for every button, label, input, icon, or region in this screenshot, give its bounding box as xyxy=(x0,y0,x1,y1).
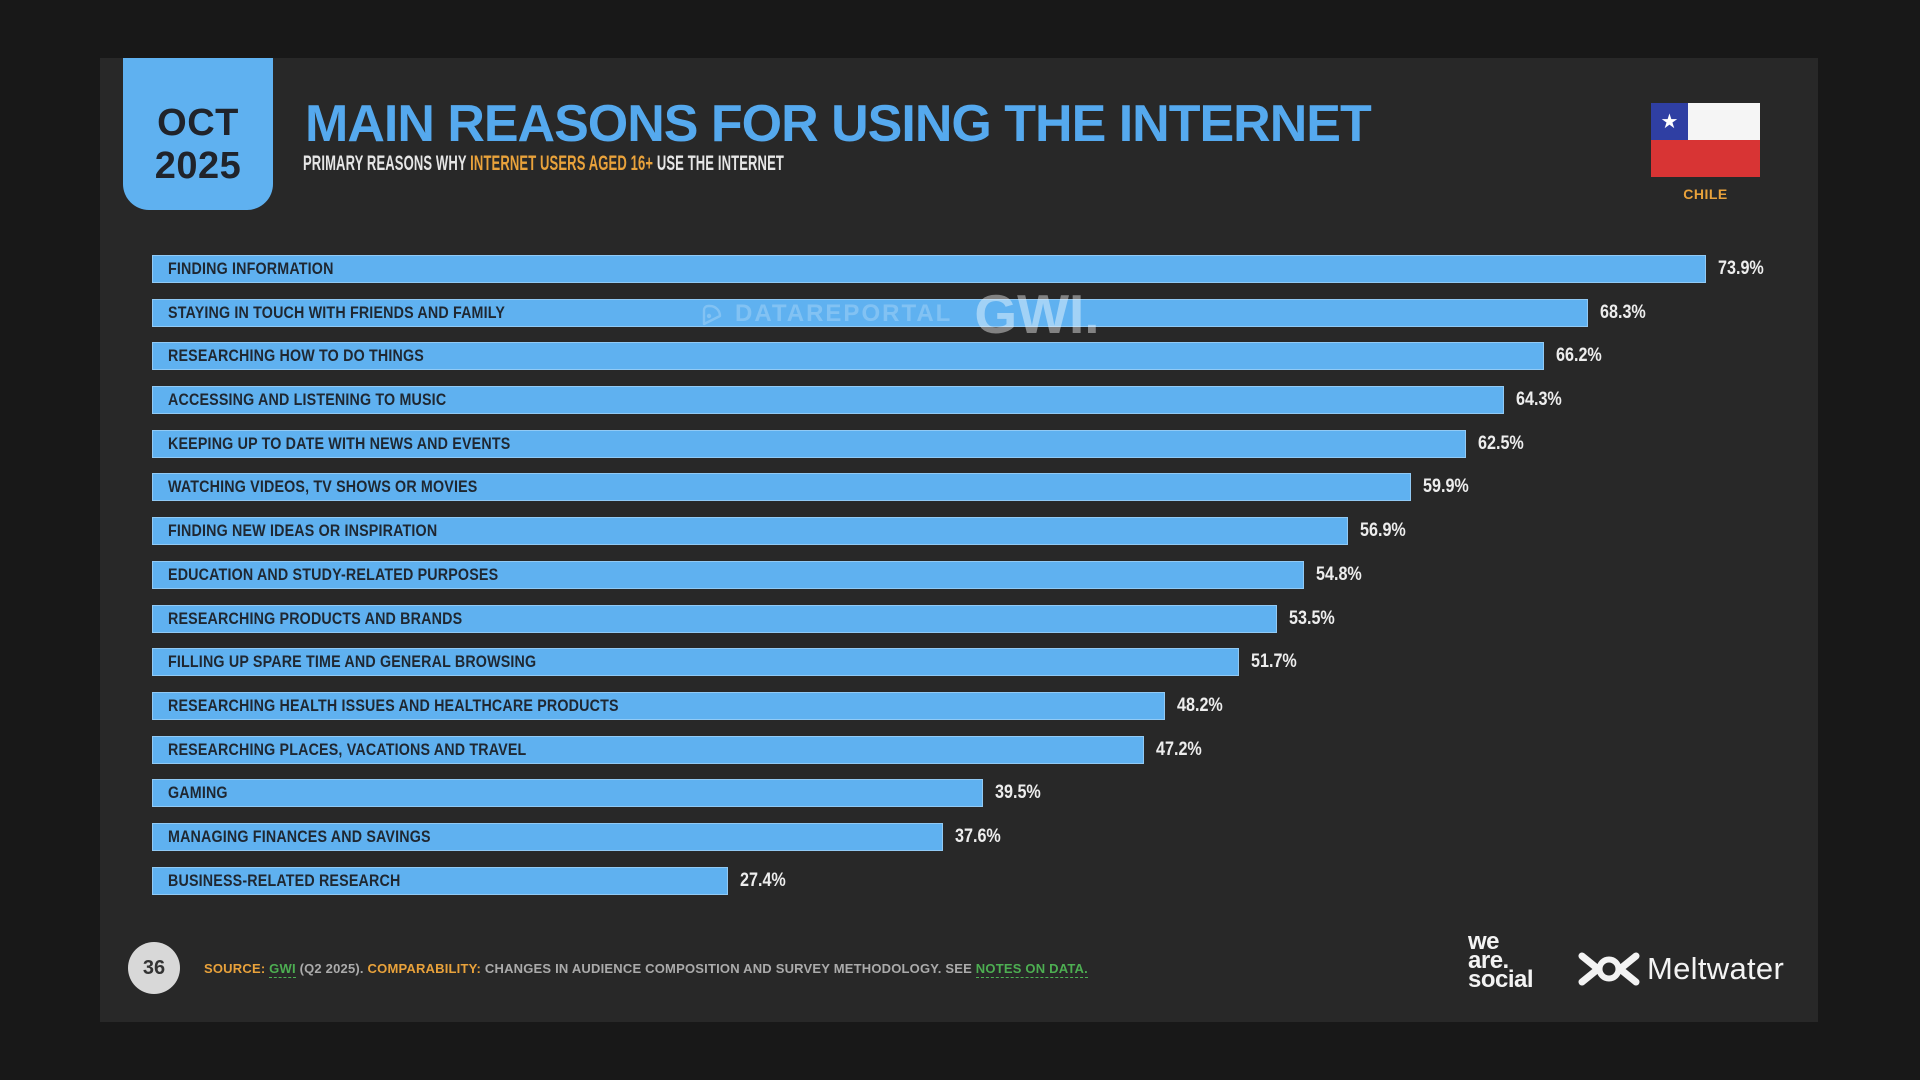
bar: FINDING INFORMATION xyxy=(152,255,1706,283)
comparability-text: CHANGES IN AUDIENCE COMPOSITION AND SURV… xyxy=(484,960,972,976)
bar-value: 66.2% xyxy=(1555,345,1602,367)
bar-label: KEEPING UP TO DATE WITH NEWS AND EVENTS xyxy=(168,433,511,453)
bar-value: 68.3% xyxy=(1600,301,1646,323)
bar: EDUCATION AND STUDY-RELATED PURPOSES xyxy=(152,560,1305,589)
flag-star-icon: ★ xyxy=(1660,110,1679,133)
bar-label: GAMING xyxy=(168,783,228,803)
bar: STAYING IN TOUCH WITH FRIENDS AND FAMILY xyxy=(152,298,1589,327)
bar-row: FILLING UP SPARE TIME AND GENERAL BROWSI… xyxy=(152,648,1792,677)
date-month: OCT xyxy=(157,102,239,144)
bar-row: BUSINESS-RELATED RESEARCH 27.4% xyxy=(152,866,1792,895)
subtitle-suffix: USE THE INTERNET xyxy=(653,152,784,175)
flag-white-field xyxy=(1688,103,1760,140)
bar-row: KEEPING UP TO DATE WITH NEWS AND EVENTS … xyxy=(152,429,1792,458)
notes-on-data-link[interactable]: NOTES ON DATA. xyxy=(975,960,1088,978)
bar-value: 51.7% xyxy=(1251,651,1297,673)
comparability-label: COMPARABILITY: xyxy=(367,960,482,976)
bar-label: MANAGING FINANCES AND SAVINGS xyxy=(168,826,431,846)
bar: FINDING NEW IDEAS OR INSPIRATION xyxy=(152,517,1349,546)
source-note: SOURCE: GWI (Q2 2025). COMPARABILITY: CH… xyxy=(204,960,1088,978)
bar-value: 59.9% xyxy=(1423,476,1470,498)
bar: ACCESSING AND LISTENING TO MUSIC xyxy=(152,386,1504,415)
flag-top-stripe: ★ xyxy=(1651,103,1760,140)
we-are-social-line-1: we xyxy=(1468,928,1500,955)
bar-value: 48.2% xyxy=(1177,694,1224,716)
bar-label: FINDING INFORMATION xyxy=(168,259,334,278)
bar: RESEARCHING PLACES, VACATIONS AND TRAVEL xyxy=(152,735,1145,764)
page-title: MAIN REASONS FOR USING THE INTERNET xyxy=(305,95,1372,153)
meltwater-logo: Meltwater xyxy=(1578,946,1784,992)
meltwater-wordmark: Meltwater xyxy=(1647,951,1785,986)
bar-value: 73.9% xyxy=(1717,258,1764,279)
page-number: 36 xyxy=(142,956,166,979)
bar: MANAGING FINANCES AND SAVINGS xyxy=(152,822,943,851)
bar-row: FINDING INFORMATION 73.9% xyxy=(152,255,1792,283)
slide: OCT 2025 MAIN REASONS FOR USING THE INTE… xyxy=(100,58,1818,1022)
bar-label: RESEARCHING PRODUCTS AND BRANDS xyxy=(168,608,463,628)
source-label: SOURCE: xyxy=(204,960,266,976)
bar-row: FINDING NEW IDEAS OR INSPIRATION 56.9% xyxy=(152,517,1792,546)
page-subtitle: PRIMARY REASONS WHY INTERNET USERS AGED … xyxy=(303,152,784,176)
gwi-link[interactable]: GWI xyxy=(269,960,296,978)
bar: RESEARCHING PRODUCTS AND BRANDS xyxy=(152,604,1277,633)
bar-label: RESEARCHING HEALTH ISSUES AND HEALTHCARE… xyxy=(168,695,619,715)
bar-value: 39.5% xyxy=(994,782,1041,804)
bar-value: 27.4% xyxy=(740,869,786,891)
date-year: 2025 xyxy=(154,145,242,187)
bar-label: BUSINESS-RELATED RESEARCH xyxy=(168,870,401,890)
bar-chart: FINDING INFORMATION 73.9% STAYING IN TOU… xyxy=(152,255,1792,895)
we-are-social-line-3: social xyxy=(1468,966,1534,993)
bar-row: RESEARCHING PRODUCTS AND BRANDS 53.5% xyxy=(152,604,1792,633)
bar-row: EDUCATION AND STUDY-RELATED PURPOSES 54.… xyxy=(152,560,1792,589)
bar-row: ACCESSING AND LISTENING TO MUSIC 64.3% xyxy=(152,386,1792,415)
subtitle-highlight: INTERNET USERS AGED 16+ xyxy=(470,152,654,175)
bar-row: RESEARCHING HEALTH ISSUES AND HEALTHCARE… xyxy=(152,691,1792,720)
bar: RESEARCHING HEALTH ISSUES AND HEALTHCARE… xyxy=(152,691,1166,720)
bar: FILLING UP SPARE TIME AND GENERAL BROWSI… xyxy=(152,648,1240,677)
meltwater-eye-icon xyxy=(1578,952,1640,986)
bar-value: 47.2% xyxy=(1156,738,1203,760)
bar-value: 37.6% xyxy=(954,825,1001,847)
bar-value: 53.5% xyxy=(1288,607,1335,629)
bar-row: STAYING IN TOUCH WITH FRIENDS AND FAMILY… xyxy=(152,298,1792,327)
bar-row: GAMING 39.5% xyxy=(152,779,1792,808)
bar-label: RESEARCHING PLACES, VACATIONS AND TRAVEL xyxy=(168,739,527,759)
bar-label: STAYING IN TOUCH WITH FRIENDS AND FAMILY xyxy=(168,302,506,322)
bar-label: FINDING NEW IDEAS OR INSPIRATION xyxy=(168,521,438,541)
bar-label: ACCESSING AND LISTENING TO MUSIC xyxy=(168,390,447,410)
date-badge: OCT 2025 xyxy=(123,58,273,210)
bar-value: 56.9% xyxy=(1360,520,1407,542)
bar-row: MANAGING FINANCES AND SAVINGS 37.6% xyxy=(152,822,1792,851)
bar-label: WATCHING VIDEOS, TV SHOWS OR MOVIES xyxy=(168,477,478,497)
page-number-badge: 36 xyxy=(128,942,180,994)
subtitle-prefix: PRIMARY REASONS WHY xyxy=(303,152,471,175)
bar-label: FILLING UP SPARE TIME AND GENERAL BROWSI… xyxy=(168,652,537,672)
bar-value: 54.8% xyxy=(1316,563,1362,585)
flag-canton: ★ xyxy=(1651,103,1688,140)
bar-value: 62.5% xyxy=(1478,432,1524,454)
bar-label: EDUCATION AND STUDY-RELATED PURPOSES xyxy=(168,564,499,584)
bar: WATCHING VIDEOS, TV SHOWS OR MOVIES xyxy=(152,473,1412,502)
bar: GAMING xyxy=(152,779,983,808)
country-label: CHILE xyxy=(1683,186,1728,202)
bar-label: RESEARCHING HOW TO DO THINGS xyxy=(168,346,424,366)
bar-row: WATCHING VIDEOS, TV SHOWS OR MOVIES 59.9… xyxy=(152,473,1792,502)
bar-value: 64.3% xyxy=(1515,389,1562,411)
bar: RESEARCHING HOW TO DO THINGS xyxy=(152,342,1544,371)
chile-flag: ★ xyxy=(1651,103,1760,177)
footer: 36 SOURCE: GWI (Q2 2025). COMPARABILITY:… xyxy=(128,942,1088,994)
flag-red-stripe xyxy=(1651,140,1760,177)
we-are-social-logo: we are. social xyxy=(1468,928,1534,993)
we-are-social-line-2: are. xyxy=(1468,947,1509,974)
bar: KEEPING UP TO DATE WITH NEWS AND EVENTS xyxy=(152,429,1467,458)
bar-row: RESEARCHING PLACES, VACATIONS AND TRAVEL… xyxy=(152,735,1792,764)
bar-row: RESEARCHING HOW TO DO THINGS 66.2% xyxy=(152,342,1792,371)
bar: BUSINESS-RELATED RESEARCH xyxy=(152,866,729,895)
source-period: (Q2 2025). xyxy=(299,960,364,976)
